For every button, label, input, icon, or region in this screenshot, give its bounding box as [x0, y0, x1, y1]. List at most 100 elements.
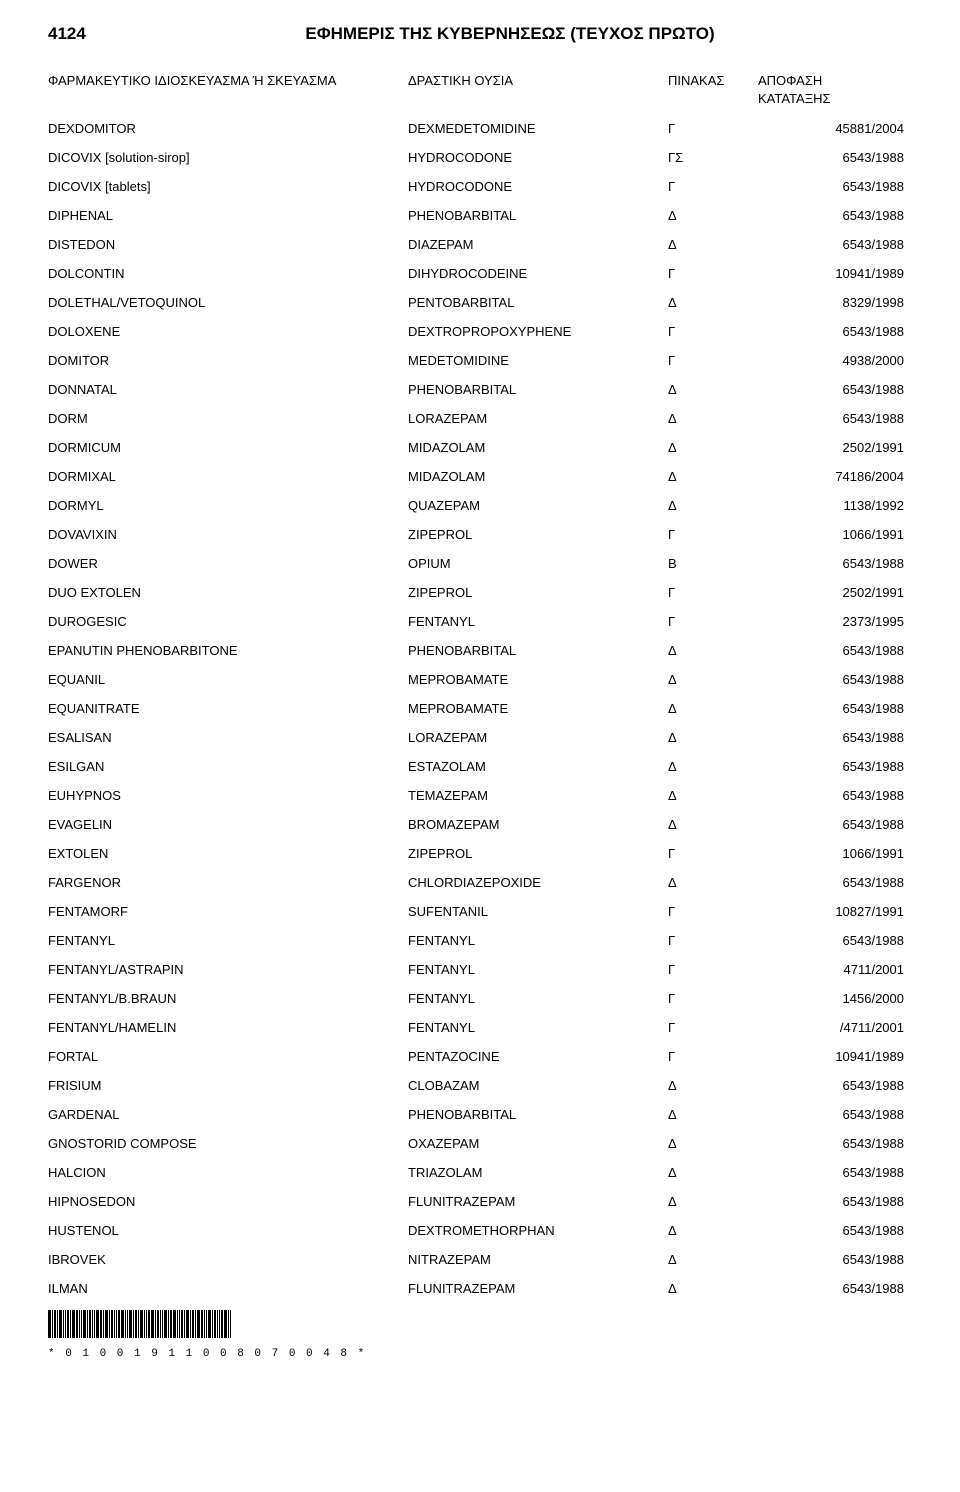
cell-c3: Δ	[668, 759, 758, 774]
cell-c4: 6543/1988	[758, 730, 912, 745]
table-row: GNOSTORID COMPOSEOXAZEPAMΔ6543/1988	[48, 1136, 912, 1151]
table-row: DUO EXTOLENZIPEPROLΓ2502/1991	[48, 585, 912, 600]
cell-c3: Β	[668, 556, 758, 571]
cell-c1: DUO EXTOLEN	[48, 585, 408, 600]
cell-c3: Γ	[668, 353, 758, 368]
cell-c3: Δ	[668, 1136, 758, 1151]
table-row: DOWEROPIUMΒ6543/1988	[48, 556, 912, 571]
cell-c1: FENTANYL/ASTRAPIN	[48, 962, 408, 977]
cell-c3: Δ	[668, 643, 758, 658]
cell-c3: Γ	[668, 933, 758, 948]
cell-c3: Δ	[668, 1252, 758, 1267]
table-row: DUROGESICFENTANYLΓ2373/1995	[48, 614, 912, 629]
table-row: FENTAMORFSUFENTANILΓ10827/1991	[48, 904, 912, 919]
cell-c1: DORMIXAL	[48, 469, 408, 484]
cell-c3: Δ	[668, 208, 758, 223]
cell-c1: FENTANYL/B.BRAUN	[48, 991, 408, 1006]
cell-c2: MEDETOMIDINE	[408, 353, 668, 368]
table-row: IBROVEKNITRAZEPAMΔ6543/1988	[48, 1252, 912, 1267]
cell-c3: Γ	[668, 585, 758, 600]
cell-c4: 8329/1998	[758, 295, 912, 310]
table-row: FRISIUMCLOBAZAMΔ6543/1988	[48, 1078, 912, 1093]
cell-c1: FENTANYL/HAMELIN	[48, 1020, 408, 1035]
table-row: DONNATALPHENOBARBITALΔ6543/1988	[48, 382, 912, 397]
table-row: HUSTENOLDEXTROMETHORPHANΔ6543/1988	[48, 1223, 912, 1238]
cell-c2: LORAZEPAM	[408, 730, 668, 745]
cell-c2: MEPROBAMATE	[408, 701, 668, 716]
table-row: DICOVIX [solution-sirop]HYDROCODONEΓΣ654…	[48, 150, 912, 165]
cell-c1: EVAGELIN	[48, 817, 408, 832]
page-header: 4124 ΕΦΗΜΕΡΙΣ ΤΗΣ ΚΥΒΕΡΝΗΣΕΩΣ (ΤΕΥΧΟΣ ΠΡ…	[48, 24, 912, 44]
table-row: FENTANYLFENTANYLΓ6543/1988	[48, 933, 912, 948]
cell-c1: DUROGESIC	[48, 614, 408, 629]
cell-c2: PHENOBARBITAL	[408, 1107, 668, 1122]
table-row: DEXDOMITORDEXMEDETOMIDINEΓ45881/2004	[48, 121, 912, 136]
table-row: HIPNOSEDONFLUNITRAZEPAMΔ6543/1988	[48, 1194, 912, 1209]
cell-c4: 6543/1988	[758, 179, 912, 194]
cell-c4: 6543/1988	[758, 556, 912, 571]
col-header-decision-line1: ΑΠΟΦΑΣΗ	[758, 72, 912, 90]
cell-c4: 6543/1988	[758, 1223, 912, 1238]
cell-c4: 6543/1988	[758, 759, 912, 774]
cell-c1: DORMICUM	[48, 440, 408, 455]
table-body: DEXDOMITORDEXMEDETOMIDINEΓ45881/2004 DICO…	[48, 121, 912, 1296]
table-row: EPANUTIN PHENOBARBITONEPHENOBARBITALΔ654…	[48, 643, 912, 658]
cell-c2: FENTANYL	[408, 1020, 668, 1035]
table-row: FENTANYL/HAMELINFENTANYLΓ/4711/2001	[48, 1020, 912, 1035]
table-row: DIPHENALPHENOBARBITALΔ6543/1988	[48, 208, 912, 223]
cell-c3: Γ	[668, 527, 758, 542]
cell-c4: 6543/1988	[758, 208, 912, 223]
table-row: FENTANYL/B.BRAUNFENTANYLΓ1456/2000	[48, 991, 912, 1006]
table-row: DORMLORAZEPAMΔ6543/1988	[48, 411, 912, 426]
cell-c3: Δ	[668, 1078, 758, 1093]
cell-c2: CLOBAZAM	[408, 1078, 668, 1093]
cell-c4: 2502/1991	[758, 440, 912, 455]
table-row: DORMIXALMIDAZOLAMΔ74186/2004	[48, 469, 912, 484]
cell-c3: Δ	[668, 730, 758, 745]
cell-c3: Δ	[668, 1165, 758, 1180]
cell-c1: DOMITOR	[48, 353, 408, 368]
cell-c4: 10941/1989	[758, 266, 912, 281]
barcode-text: * 0 1 0 0 1 9 1 1 0 0 8 0 7 0 0 4 8 *	[48, 1348, 912, 1360]
cell-c4: 10941/1989	[758, 1049, 912, 1064]
table-row: DOVAVIXINZIPEPROLΓ1066/1991	[48, 527, 912, 542]
table-row: FORTALPENTAZOCINEΓ10941/1989	[48, 1049, 912, 1064]
page-number: 4124	[48, 24, 108, 44]
cell-c3: Δ	[668, 382, 758, 397]
table-row: EVAGELINBROMAZEPAMΔ6543/1988	[48, 817, 912, 832]
cell-c3: Γ	[668, 904, 758, 919]
cell-c1: GARDENAL	[48, 1107, 408, 1122]
cell-c4: 74186/2004	[758, 469, 912, 484]
cell-c1: DONNATAL	[48, 382, 408, 397]
cell-c1: ESILGAN	[48, 759, 408, 774]
table-row: ILMANFLUNITRAZEPAMΔ6543/1988	[48, 1281, 912, 1296]
cell-c4: 6543/1988	[758, 875, 912, 890]
cell-c2: MIDAZOLAM	[408, 469, 668, 484]
cell-c3: Γ	[668, 1049, 758, 1064]
cell-c1: FENTANYL	[48, 933, 408, 948]
cell-c3: Δ	[668, 701, 758, 716]
cell-c4: 6543/1988	[758, 411, 912, 426]
table-row: DICOVIX [tablets]HYDROCODONEΓ6543/1988	[48, 179, 912, 194]
cell-c4: 6543/1988	[758, 1078, 912, 1093]
cell-c4: 6543/1988	[758, 1165, 912, 1180]
cell-c1: DICOVIX [tablets]	[48, 179, 408, 194]
cell-c3: Δ	[668, 469, 758, 484]
cell-c3: Δ	[668, 817, 758, 832]
cell-c3: ΓΣ	[668, 150, 758, 165]
cell-c2: TEMAZEPAM	[408, 788, 668, 803]
cell-c1: EUHYPNOS	[48, 788, 408, 803]
table-row: EXTOLENZIPEPROLΓ1066/1991	[48, 846, 912, 861]
table-row: GARDENALPHENOBARBITALΔ6543/1988	[48, 1107, 912, 1122]
table-row: FARGENORCHLORDIAZEPOXIDEΔ6543/1988	[48, 875, 912, 890]
cell-c1: DOLOXENE	[48, 324, 408, 339]
cell-c2: OXAZEPAM	[408, 1136, 668, 1151]
cell-c4: 10827/1991	[758, 904, 912, 919]
cell-c4: 6543/1988	[758, 1107, 912, 1122]
cell-c3: Δ	[668, 440, 758, 455]
barcode: * 0 1 0 0 1 9 1 1 0 0 8 0 7 0 0 4 8 *	[48, 1310, 912, 1360]
cell-c1: DICOVIX [solution-sirop]	[48, 150, 408, 165]
cell-c2: CHLORDIAZEPOXIDE	[408, 875, 668, 890]
cell-c3: Δ	[668, 672, 758, 687]
cell-c4: 1066/1991	[758, 846, 912, 861]
